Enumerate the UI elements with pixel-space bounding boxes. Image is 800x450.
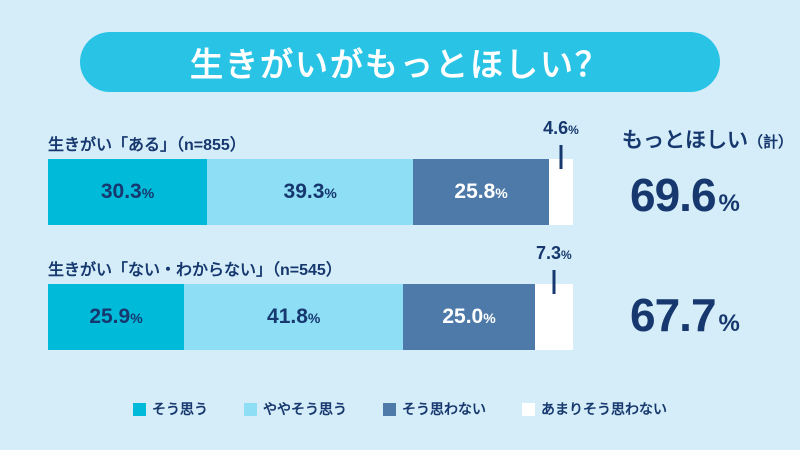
total-number-1: 69.6 (630, 169, 717, 221)
legend-swatch (244, 402, 257, 416)
callout-value-label: 4.6% (543, 118, 579, 138)
legend-swatch (383, 402, 396, 416)
bar-segment (548, 159, 573, 225)
bar-segment: 25.0% (403, 284, 535, 350)
total-number-2: 67.7 (630, 289, 717, 341)
segment-value-label: 30.3% (100, 180, 155, 203)
segment-value-label: 39.3% (283, 180, 337, 203)
category-label-2: 生きがい「ない・わからない」（n=545） (48, 262, 342, 279)
total-value-1: 69.6% (630, 168, 740, 222)
legend-swatch (522, 402, 535, 416)
legend-label: そう思う (152, 401, 208, 417)
bar-segment: 25.8% (413, 159, 549, 225)
bar-segment: 39.3% (207, 159, 414, 225)
stacked-bar-2: 25.9% 41.8% 25.0% 7.3% (48, 243, 573, 350)
legend-swatch (133, 402, 146, 416)
segment-value-label: 41.8% (267, 305, 321, 328)
percent-sign: % (718, 310, 740, 337)
summary-total-header: もっとほしい（計） (622, 124, 793, 154)
percent-sign: % (718, 190, 740, 217)
summary-total-header-note: （計） (748, 134, 794, 151)
bar-segment: 25.9% (48, 284, 184, 350)
legend-label: そう思わない (402, 401, 486, 417)
bar-segment: 30.3% (48, 159, 208, 225)
title-banner: 生きがいがもっとほしい？ (80, 32, 720, 92)
legend-label: ややそう思う (263, 401, 347, 417)
legend-item: ややそう思う (244, 399, 347, 419)
segment-value-label: 25.8% (454, 180, 508, 203)
legend: そう思う ややそう思う そう思わない あまりそう思わない (0, 399, 800, 419)
segment-value-label: 25.0% (442, 305, 496, 328)
legend-item: あまりそう思わない (522, 399, 667, 419)
callout-connector-line (552, 270, 556, 294)
callout-connector-line (559, 145, 563, 169)
bar-segment (534, 284, 573, 350)
segment-value-label: 25.9% (89, 305, 143, 328)
legend-item: そう思う (133, 399, 208, 419)
summary-total-header-text: もっとほしい (622, 129, 748, 152)
legend-label: あまりそう思わない (541, 401, 667, 417)
page-title: 生きがいがもっとほしい？ (190, 46, 610, 83)
category-label-1: 生きがい「ある」（n=855） (48, 137, 246, 154)
callout-value-label: 7.3% (535, 243, 572, 263)
bar-segment: 41.8% (183, 284, 404, 350)
stacked-bar-1: 30.3% 39.3% 25.8% 4.6% (48, 118, 579, 225)
total-value-2: 67.7% (630, 288, 740, 342)
legend-item: そう思わない (383, 399, 486, 419)
